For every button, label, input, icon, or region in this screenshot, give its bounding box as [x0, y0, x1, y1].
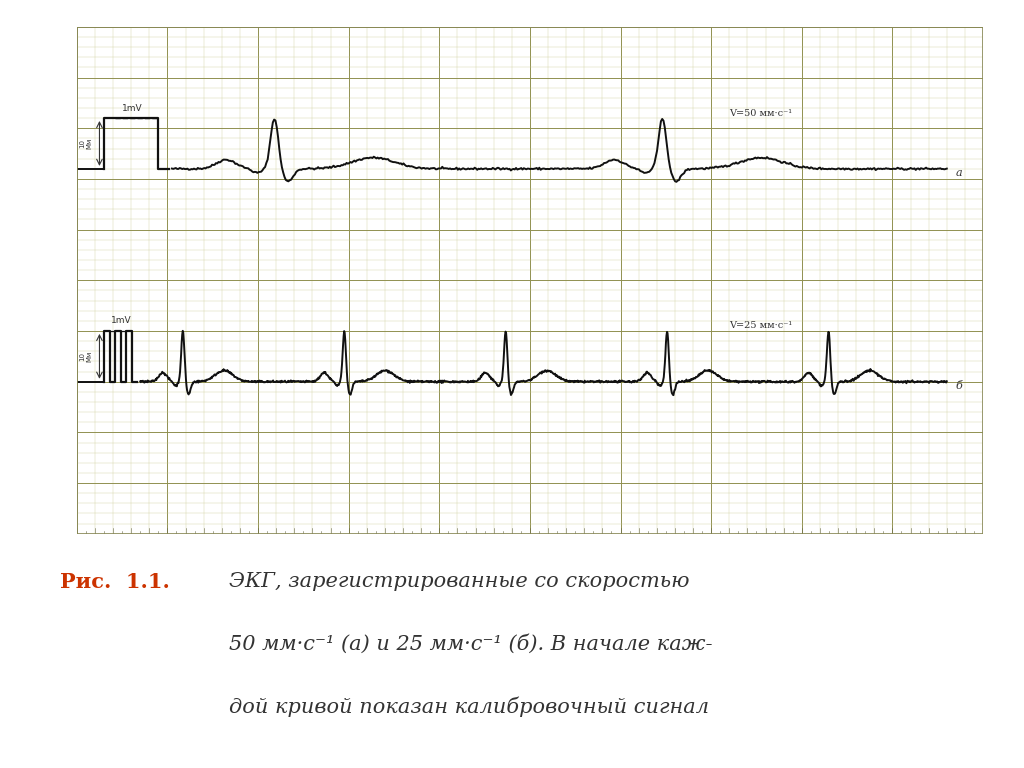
- Text: V=50 мм·c⁻¹: V=50 мм·c⁻¹: [729, 108, 793, 118]
- Text: 10
Мм: 10 Мм: [80, 137, 92, 149]
- Text: б: б: [955, 381, 963, 392]
- Text: ЭКГ, зарегистрированные со скоростью: ЭКГ, зарегистрированные со скоростью: [228, 572, 689, 591]
- Text: 10
Мм: 10 Мм: [80, 351, 92, 362]
- Text: a: a: [955, 168, 963, 178]
- Text: 50 мм·c⁻¹ (а) и 25 мм·c⁻¹ (б). В начале каж-: 50 мм·c⁻¹ (а) и 25 мм·c⁻¹ (б). В начале …: [228, 634, 712, 654]
- Text: V=25 мм·c⁻¹: V=25 мм·c⁻¹: [729, 322, 793, 330]
- Text: 1mV: 1mV: [112, 316, 132, 326]
- Text: Рис.  1.1.: Рис. 1.1.: [60, 572, 170, 592]
- Text: 1mV: 1mV: [122, 104, 142, 113]
- Text: дой кривой показан калибровочный сигнал: дой кривой показан калибровочный сигнал: [228, 697, 709, 717]
